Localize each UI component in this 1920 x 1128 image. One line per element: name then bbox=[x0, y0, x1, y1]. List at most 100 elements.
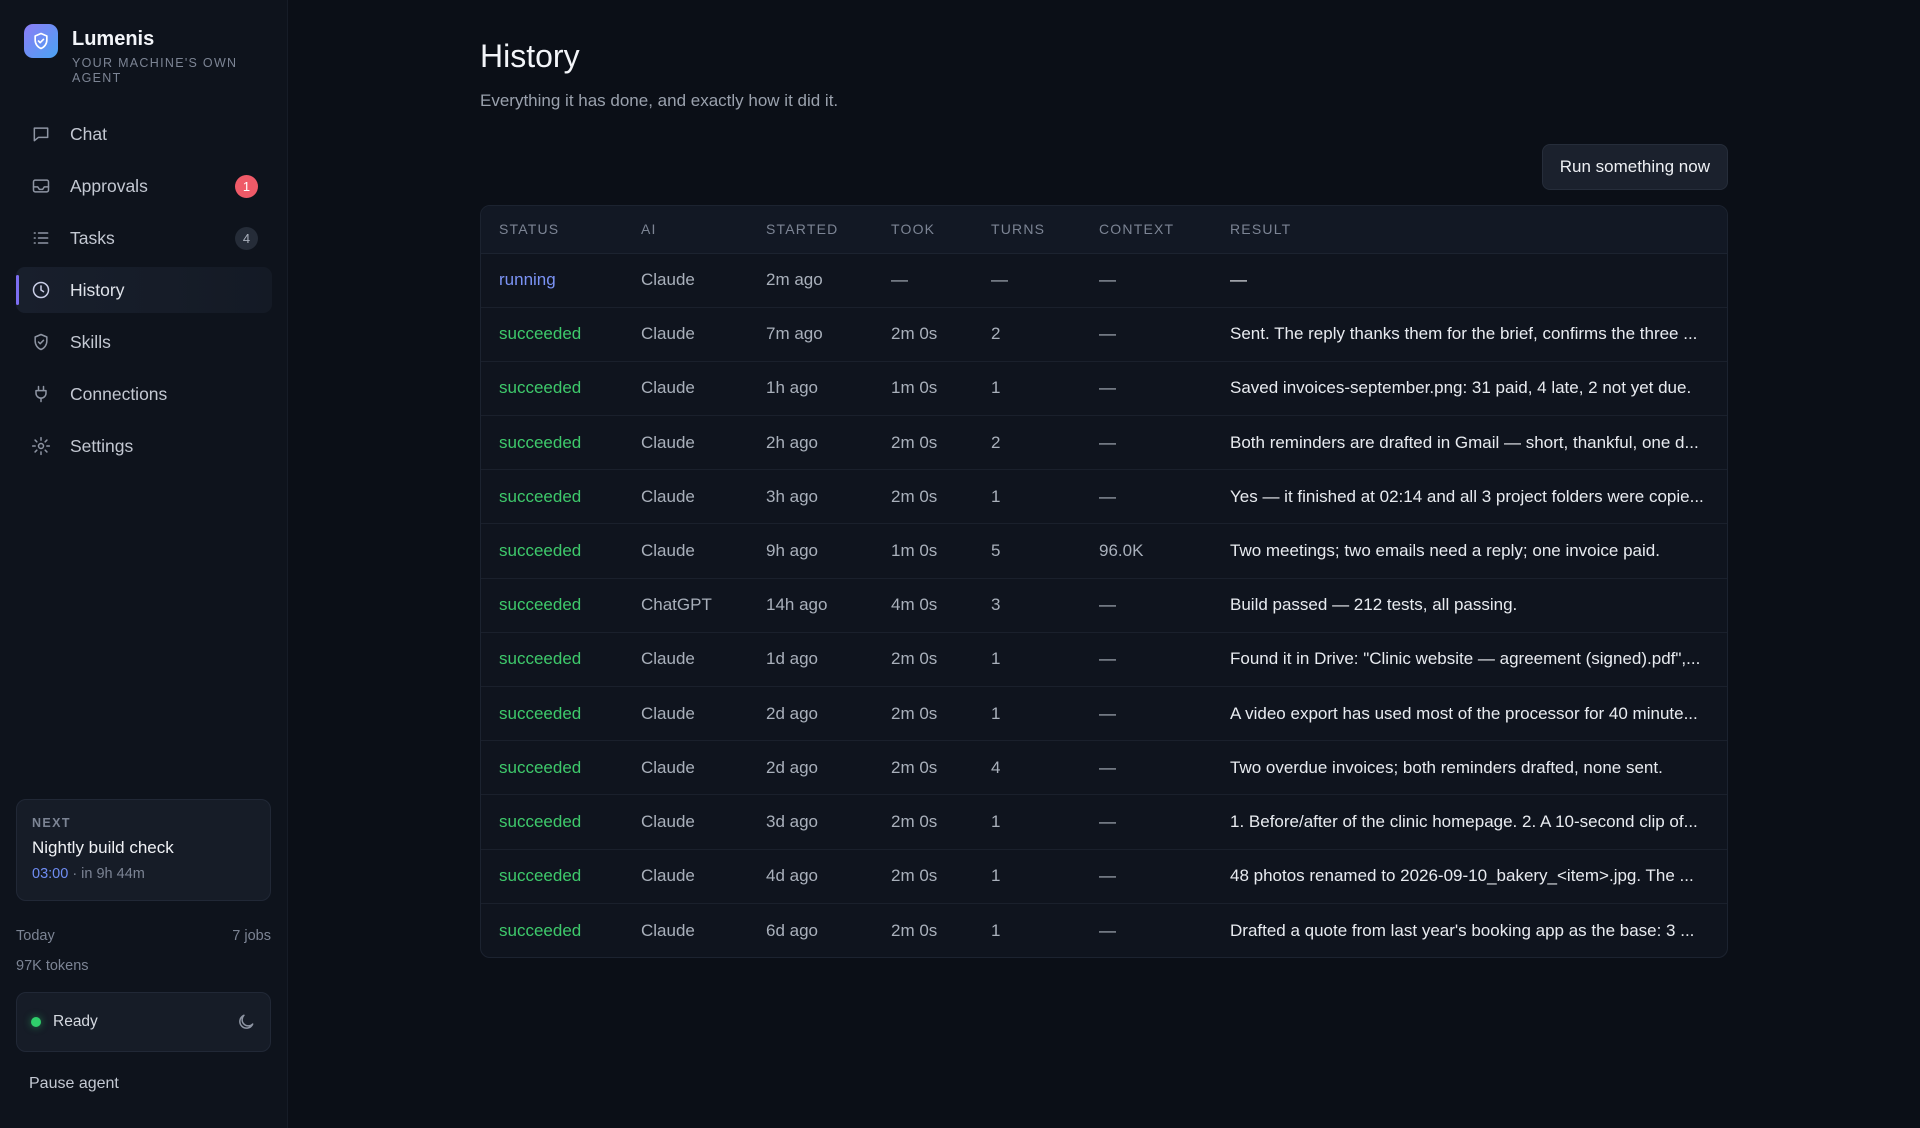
stats-today-label: Today bbox=[16, 928, 55, 944]
list-icon bbox=[30, 227, 52, 249]
sidebar-item-chat[interactable]: Chat bbox=[16, 111, 272, 157]
cell-status: succeeded bbox=[481, 523, 623, 579]
table-row[interactable]: succeeded Claude 1d ago 2m 0s 1— Found it in … bbox=[481, 632, 1727, 688]
agent-status-card: Ready bbox=[16, 992, 271, 1052]
cell-status: succeeded bbox=[499, 920, 582, 940]
table-row[interactable]: succeeded Claude 9h ago 1m 0s 5 96.0K Two meet… bbox=[481, 523, 1727, 579]
next-label: NEXT bbox=[32, 816, 71, 830]
cell-started: 14h ago bbox=[748, 578, 873, 633]
cell-ai: Claude bbox=[623, 361, 748, 417]
plug-icon bbox=[30, 383, 52, 405]
cell-context: — bbox=[1081, 307, 1212, 362]
sidebar-item-label: Settings bbox=[70, 435, 134, 456]
history-table: STATUS AI STARTED TOOK TURNS CONTEXT RES… bbox=[480, 205, 1728, 959]
stats-jobs: 7 jobs bbox=[232, 928, 271, 944]
table-header-row: STATUS AI STARTED TOOK TURNS CONTEXT RES… bbox=[481, 206, 1727, 254]
table-row[interactable]: succeeded Claude 2h ago 2m 0s 2— Both reminde… bbox=[481, 415, 1727, 471]
cell-ai: Claude bbox=[641, 920, 695, 940]
sidebar-item-label: Approvals bbox=[70, 175, 148, 196]
cell-context: — bbox=[1081, 849, 1212, 904]
cell-result: Both reminders are drafted in Gmail — sh… bbox=[1212, 415, 1727, 471]
cell-turns: 1 bbox=[973, 686, 1081, 742]
cell-status: succeeded bbox=[481, 686, 623, 742]
cell-turns: 3 bbox=[973, 578, 1081, 633]
cell-started: 2m ago bbox=[748, 253, 873, 308]
cell-status: running bbox=[481, 253, 623, 308]
cell-result: Sent. The reply thanks them for the brie… bbox=[1212, 307, 1727, 362]
next-job-meta: 03:00 · in 9h 44m bbox=[32, 866, 255, 882]
gear-icon bbox=[30, 435, 52, 457]
cell-started: 3h ago bbox=[748, 469, 873, 525]
cell-took: 1m 0s bbox=[873, 523, 973, 579]
run-something-now-button[interactable]: Run something now bbox=[1541, 144, 1728, 190]
table-row[interactable]: succeeded Claude 6d ago 2m 0s 1 — Drafted a qu… bbox=[481, 903, 1727, 957]
table-row[interactable]: running Claude 2m ago — — — — bbox=[481, 253, 1727, 308]
cell-started: 2d ago bbox=[748, 686, 873, 742]
clock-icon bbox=[30, 279, 52, 301]
table-row[interactable]: succeeded Claude 1h ago 1m 0s 1— Saved invoic… bbox=[481, 361, 1727, 417]
status-dot-icon bbox=[31, 1017, 41, 1027]
cell-took: 2m 0s bbox=[873, 794, 973, 850]
next-job-card[interactable]: NEXT Nightly build check 03:00 · in 9h 4… bbox=[16, 799, 271, 901]
agent-status-label: Ready bbox=[53, 1013, 98, 1030]
page-title: History bbox=[480, 38, 580, 74]
sidebar-item-skills[interactable]: Skills bbox=[16, 319, 272, 365]
moon-icon[interactable] bbox=[236, 1012, 256, 1032]
cell-turns: 1 bbox=[973, 849, 1081, 904]
cell-took: 2m 0s bbox=[873, 307, 973, 362]
cell-result: Found it in Drive: "Clinic website — agr… bbox=[1212, 632, 1727, 688]
column-header-ai: AI bbox=[623, 206, 748, 254]
cell-turns: 1 bbox=[973, 632, 1081, 688]
cell-context: — bbox=[1081, 578, 1212, 633]
cell-started: 1h ago bbox=[748, 361, 873, 417]
cell-took: 2m 0s bbox=[873, 686, 973, 742]
sidebar-item-label: Connections bbox=[70, 383, 168, 404]
cell-took: 2m 0s bbox=[873, 849, 973, 904]
cell-status: succeeded bbox=[481, 794, 623, 850]
sidebar-item-approvals[interactable]: Approvals 1 bbox=[16, 163, 272, 209]
table-row[interactable]: succeeded Claude 3d ago 2m 0s 1—1. Before/af… bbox=[481, 794, 1727, 850]
cell-turns: 2 bbox=[973, 307, 1081, 362]
table-row[interactable]: succeeded Claude 2d ago 2m 0s 1— A video expo… bbox=[481, 686, 1727, 742]
cell-took: 2m 0s bbox=[873, 740, 973, 796]
table-row[interactable]: succeeded Claude 3h ago 2m 0s 1— Yes — it fin… bbox=[481, 469, 1727, 525]
cell-status: succeeded bbox=[481, 307, 623, 362]
cell-status: succeeded bbox=[481, 415, 623, 471]
sidebar-item-connections[interactable]: Connections bbox=[16, 371, 272, 417]
cell-ai: Claude bbox=[623, 686, 748, 742]
cell-turns: 5 bbox=[973, 523, 1081, 579]
chat-bubble-icon bbox=[30, 123, 52, 145]
sidebar-item-tasks[interactable]: Tasks 4 bbox=[16, 215, 272, 261]
cell-turns: 1 bbox=[973, 469, 1081, 525]
next-job-time: 03:00 bbox=[32, 866, 69, 882]
table-row[interactable]: succeeded Claude 7m ago 2m 0s 2— Sent. The re… bbox=[481, 307, 1727, 362]
approvals-count-badge: 1 bbox=[235, 175, 258, 198]
sidebar-item-history[interactable]: History bbox=[16, 267, 272, 313]
cell-result: 48 photos renamed to 2026-09-10_bakery_<… bbox=[1212, 849, 1727, 904]
page-subtitle: Everything it has done, and exactly how … bbox=[480, 91, 839, 110]
cell-started: 2h ago bbox=[748, 415, 873, 471]
cell-result: Two overdue invoices; both reminders dra… bbox=[1212, 740, 1727, 796]
cell-turns: 4 bbox=[973, 740, 1081, 796]
cell-took: 2m 0s bbox=[873, 632, 973, 688]
sidebar-item-label: Chat bbox=[70, 123, 107, 144]
usage-stats: Today 7 jobs 97K tokens bbox=[16, 926, 271, 976]
table-row[interactable]: succeeded Claude 2d ago 2m 0s 4— Two overdue … bbox=[481, 740, 1727, 796]
tasks-count-badge: 4 bbox=[235, 227, 258, 250]
pause-agent-button[interactable]: Pause agent bbox=[29, 1075, 119, 1092]
table-row[interactable]: succeeded Claude 4d ago 2m 0s 1—48 photos re… bbox=[481, 849, 1727, 904]
shield-logo-icon bbox=[24, 24, 58, 58]
cell-turns: 1 bbox=[991, 920, 1001, 940]
sidebar-item-label: Tasks bbox=[70, 227, 115, 248]
cell-ai: Claude bbox=[623, 469, 748, 525]
cell-took: 4m 0s bbox=[873, 578, 973, 633]
cell-result: Two meetings; two emails need a reply; o… bbox=[1212, 523, 1727, 579]
cell-started: 9h ago bbox=[748, 523, 873, 579]
cell-context: — bbox=[1081, 415, 1212, 471]
sidebar-item-settings[interactable]: Settings bbox=[16, 423, 272, 469]
sidebar-item-label: Skills bbox=[70, 331, 111, 352]
history-table-body: running Claude 2m ago — — — — succeeded Claude 7m… bbox=[481, 253, 1727, 957]
sidebar-item-label: History bbox=[70, 279, 125, 300]
cell-status: succeeded bbox=[481, 632, 623, 688]
table-row[interactable]: succeeded ChatGPT 14h ago 4m 0s 3— Build pass… bbox=[481, 578, 1727, 633]
